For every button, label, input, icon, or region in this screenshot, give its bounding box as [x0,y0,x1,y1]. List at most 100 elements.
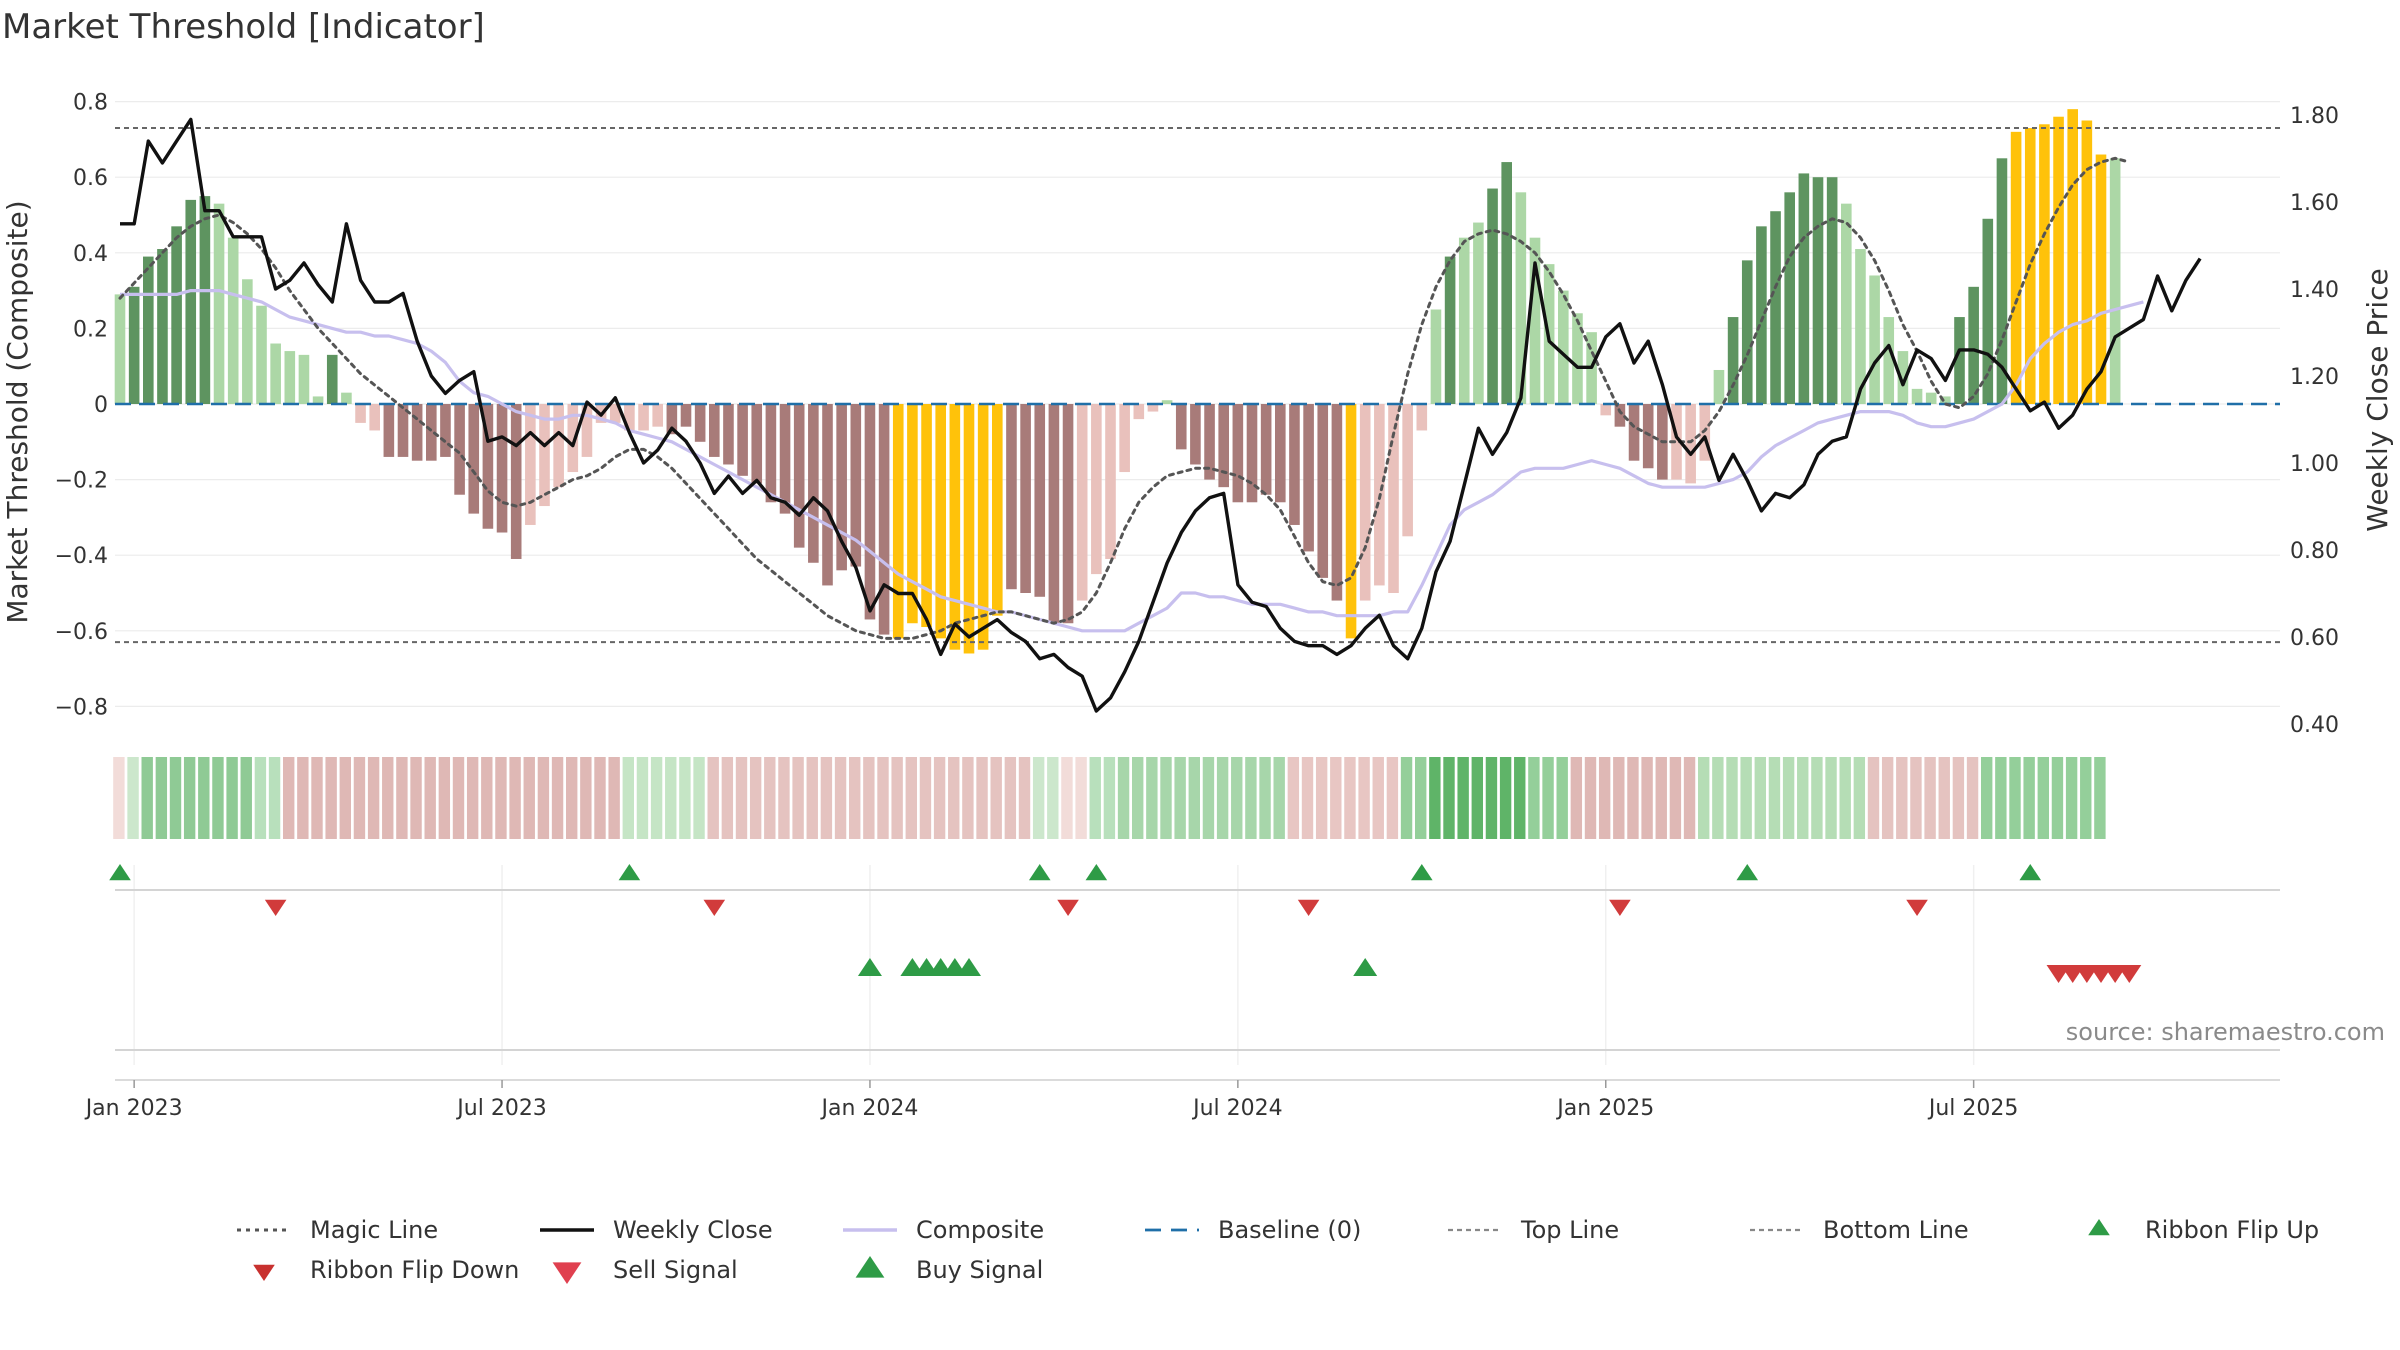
ribbon-flip-down-marker-0 [264,899,287,916]
ribbon-cell-91 [1400,757,1413,839]
composite-bar-1 [128,286,140,404]
composite-bar-33 [581,404,593,457]
composite-bar-7 [213,203,225,404]
y-tick-label: 0.2 [73,317,108,342]
ribbon-flip-up-marker-0 [109,864,131,881]
composite-bar-100 [1529,237,1541,404]
ribbon-cell-44 [735,757,748,839]
ribbon-cell-104 [1584,757,1597,839]
composite-bar-45 [751,404,763,484]
ribbon-flip-down-marker-3 [1297,899,1320,916]
ribbon-cell-125 [1881,757,1894,839]
composite-bar-52 [850,404,862,567]
ribbon-cell-45 [749,757,762,839]
composite-bar-78 [1218,404,1229,488]
ribbon-cell-90 [1386,757,1399,839]
ribbon-cell-39 [665,757,677,839]
composite-bar-2 [143,256,154,404]
ribbon-cell-21 [410,757,422,839]
composite-bar-48 [793,404,805,548]
composite-bar-125 [1883,317,1895,404]
composite-bar-28 [510,404,522,559]
ribbon-cell-81 [1259,757,1271,839]
legend-item-5: Bottom Line [1750,1216,1969,1244]
composite-bar-87 [1345,404,1357,639]
ribbon-cell-41 [693,757,705,839]
ribbon-cell-87 [1344,757,1356,839]
ribbon-cell-86 [1330,757,1342,839]
composite-bar-51 [836,404,847,571]
ribbon-cell-116 [1754,757,1766,839]
ribbon-cell-25 [466,757,479,839]
composite-bar-11 [270,343,281,404]
composite-bar-20 [397,404,409,457]
composite-bar-122 [1841,203,1852,404]
ribbon-cell-68 [1075,757,1087,839]
composite-bar-94 [1444,256,1456,404]
ribbon-cell-89 [1372,757,1384,839]
ribbon-strip [113,757,2106,839]
composite-bar-66 [1048,404,1060,624]
ribbon-cell-115 [1740,757,1752,839]
ribbon-cell-34 [594,757,606,839]
ribbon-cell-135 [2023,757,2035,839]
composite-bar-39 [666,404,678,435]
ribbon-cell-138 [2065,757,2078,839]
ribbon-flip-up-marker-4 [1411,864,1433,881]
ribbon-cell-14 [311,757,323,839]
composite-bar-69 [1091,404,1102,575]
composite-bar-14 [312,396,324,404]
composite-bar-12 [284,351,296,404]
composite-bar-62 [992,404,1003,616]
legend-label: Composite [916,1216,1044,1244]
legend-label: Baseline (0) [1218,1216,1361,1244]
composite-bar-0 [114,294,126,404]
y2-axis-ticks: 1.80 1.60 1.40 1.20 1.00 0.80 0.60 0.40 [2290,104,2339,738]
ribbon-cell-131 [1966,757,1979,839]
ribbon-cell-83 [1287,757,1300,839]
composite-bar-32 [567,404,579,473]
ribbon-cell-5 [183,757,196,839]
legend-item-0: Magic Line [237,1216,438,1244]
composite-bar-108 [1642,404,1654,469]
composite-bar-130 [1954,317,1965,404]
ribbon-cell-9 [240,757,252,839]
ribbon-flip-up-marker-3 [1085,864,1108,881]
y-tick-label: −0.8 [55,695,108,720]
ribbon-cell-6 [198,757,210,839]
x-tick-label: Jan 2025 [1555,1096,1654,1121]
ribbon-cell-36 [622,757,634,839]
composite-bar-58 [935,404,946,639]
ribbon-cell-12 [283,757,295,839]
ribbon-cell-123 [1853,757,1866,839]
y-tick-label: −0.4 [55,544,108,569]
ribbon-cell-54 [877,757,889,839]
ribbon-flip-up-marker-6 [2019,864,2042,881]
legend-label: Magic Line [310,1216,438,1244]
ribbon-cell-37 [636,757,649,839]
ribbon-flip-up-marker-1 [618,864,641,881]
ribbon-cell-13 [297,757,309,839]
composite-bar-18 [369,404,380,431]
ribbon-cell-108 [1641,757,1653,839]
composite-bar-134 [2010,131,2022,404]
y2-tick-label: 0.60 [2290,626,2339,651]
ribbon-cell-102 [1556,757,1568,839]
ribbon-flip-down-marker-4 [1609,899,1631,916]
composite-bar-110 [1671,404,1682,480]
composite-bar-15 [326,354,338,404]
ribbon-cell-93 [1429,757,1441,839]
composite-bar-133 [1996,158,2008,404]
composite-bar-85 [1317,404,1329,578]
y-tick-label: 0.4 [73,242,108,267]
ribbon-cell-79 [1231,757,1243,839]
ribbon-cell-53 [863,757,875,839]
ribbon-cell-118 [1782,757,1795,839]
composite-bar-24 [454,404,465,495]
ribbon-cell-82 [1273,757,1285,839]
ribbon-cell-140 [2094,757,2106,839]
legend-swatch [2088,1219,2110,1236]
ribbon-cell-72 [1132,757,1144,839]
composite-bar-107 [1628,404,1640,461]
